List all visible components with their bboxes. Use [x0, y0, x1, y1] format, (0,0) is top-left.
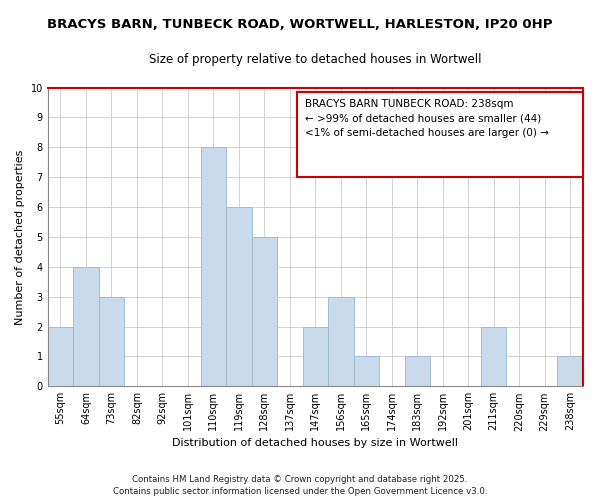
Text: Contains HM Land Registry data © Crown copyright and database right 2025.
Contai: Contains HM Land Registry data © Crown c…	[113, 474, 487, 496]
Title: Size of property relative to detached houses in Wortwell: Size of property relative to detached ho…	[149, 52, 482, 66]
Y-axis label: Number of detached properties: Number of detached properties	[15, 149, 25, 324]
X-axis label: Distribution of detached houses by size in Wortwell: Distribution of detached houses by size …	[172, 438, 458, 448]
Bar	[73, 267, 98, 386]
Bar	[98, 296, 124, 386]
Bar	[251, 237, 277, 386]
Bar	[557, 356, 583, 386]
Bar	[353, 356, 379, 386]
FancyBboxPatch shape	[296, 92, 583, 177]
Bar	[404, 356, 430, 386]
Text: BRACYS BARN, TUNBECK ROAD, WORTWELL, HARLESTON, IP20 0HP: BRACYS BARN, TUNBECK ROAD, WORTWELL, HAR…	[47, 18, 553, 30]
Bar	[226, 207, 251, 386]
Text: BRACYS BARN TUNBECK ROAD: 238sqm
← >99% of detached houses are smaller (44)
<1% : BRACYS BARN TUNBECK ROAD: 238sqm ← >99% …	[305, 100, 548, 138]
Bar	[47, 326, 73, 386]
Bar	[481, 326, 506, 386]
Bar	[302, 326, 328, 386]
Bar	[328, 296, 353, 386]
Bar	[200, 148, 226, 386]
